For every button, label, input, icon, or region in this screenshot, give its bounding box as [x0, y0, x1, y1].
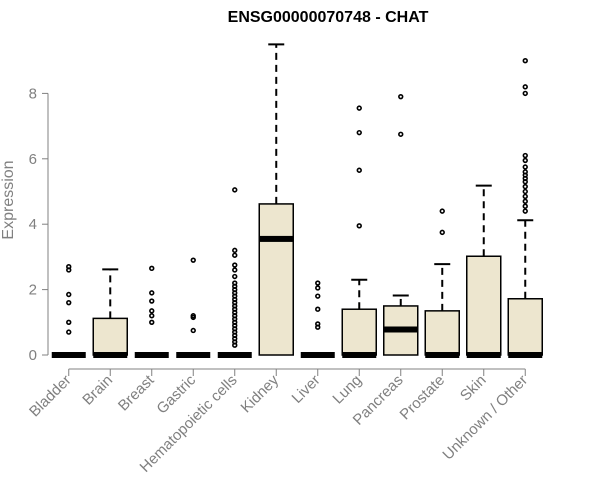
- median-bar: [134, 352, 169, 358]
- outlier-point: [522, 183, 528, 190]
- y-axis-label: Expression: [0, 160, 17, 239]
- box-group: [424, 208, 460, 358]
- box-group: [383, 93, 419, 356]
- outlier-point: [315, 306, 321, 312]
- outlier-point: [232, 267, 238, 273]
- outlier-point: [190, 257, 196, 263]
- y-axis: 0 2 4 6 8: [29, 85, 49, 364]
- x-tick-label: Lung: [329, 372, 365, 408]
- box-group: [507, 57, 543, 358]
- outlier-point: [232, 342, 238, 348]
- y-tick-label: 0: [29, 347, 37, 364]
- y-tick-label: 6: [29, 151, 37, 168]
- median-bar: [425, 352, 460, 358]
- outlier-point: [66, 329, 72, 335]
- box-group: [258, 43, 294, 356]
- box-group: [300, 280, 335, 358]
- outlier-point: [522, 57, 528, 64]
- outlier-point: [522, 164, 528, 170]
- outlier-point: [315, 280, 321, 286]
- outlier-point: [315, 293, 321, 299]
- median-bar: [508, 352, 543, 358]
- y-tick-label: 8: [29, 85, 37, 102]
- outlier-point: [522, 193, 528, 200]
- outlier-point: [149, 319, 155, 325]
- box-group: [92, 268, 128, 358]
- box-body: [466, 255, 502, 356]
- outlier-point: [398, 93, 404, 100]
- y-tick-label: 4: [29, 216, 37, 233]
- outlier-point: [190, 327, 196, 334]
- outlier-point: [522, 178, 528, 185]
- outlier-point: [522, 152, 528, 159]
- outlier-point: [315, 285, 321, 291]
- x-tick-label: Kidney: [238, 371, 283, 416]
- outlier-point: [356, 105, 362, 111]
- outlier-point: [356, 223, 362, 229]
- outlier-point: [232, 247, 238, 254]
- outlier-point: [66, 267, 72, 273]
- box-group: [466, 184, 502, 358]
- outlier-point: [149, 308, 155, 314]
- outlier-point: [522, 198, 528, 205]
- y-tick-label: 2: [29, 282, 37, 299]
- x-tick-label: Breast: [115, 371, 158, 414]
- outlier-point: [232, 273, 238, 280]
- chart-title: ENSG00000070748 - CHAT: [228, 9, 429, 26]
- x-tick-label: Brain: [79, 372, 116, 409]
- outlier-point: [356, 129, 362, 136]
- outlier-point: [232, 262, 238, 268]
- median-bar: [300, 352, 335, 358]
- outlier-point: [522, 157, 528, 164]
- outlier-point: [398, 131, 404, 137]
- outlier-point: [522, 90, 528, 97]
- outlier-point: [190, 314, 196, 321]
- outlier-point: [149, 298, 155, 304]
- outlier-point: [315, 324, 321, 330]
- outlier-point: [232, 187, 238, 193]
- x-tick-label: Liver: [289, 372, 324, 407]
- median-bar: [176, 352, 211, 358]
- box-body: [341, 308, 377, 356]
- x-tick-label: Bladder: [26, 372, 75, 421]
- plot-area: [51, 43, 543, 358]
- outlier-point: [522, 188, 528, 195]
- median-bar: [466, 352, 501, 358]
- median-bar: [259, 235, 294, 242]
- box-body: [507, 298, 543, 356]
- outlier-point: [232, 252, 238, 258]
- median-bar: [217, 352, 252, 358]
- outlier-point: [522, 84, 528, 90]
- outlier-point: [522, 203, 528, 209]
- x-tick-label: Skin: [457, 372, 490, 405]
- box-group: [217, 187, 252, 358]
- median-bar: [51, 352, 86, 358]
- box-group: [176, 257, 211, 358]
- median-bar: [383, 326, 418, 333]
- outlier-point: [66, 319, 72, 325]
- outlier-point: [522, 208, 528, 214]
- outlier-point: [149, 290, 155, 296]
- outlier-point: [149, 265, 155, 272]
- outlier-point: [66, 291, 72, 298]
- median-bar: [93, 352, 128, 358]
- outlier-point: [149, 313, 155, 319]
- box-group: [51, 264, 86, 358]
- median-bar: [342, 352, 377, 358]
- box-body: [258, 203, 294, 356]
- x-tick-label: Prostate: [397, 372, 449, 424]
- outlier-point: [66, 299, 72, 306]
- box-group: [134, 265, 169, 358]
- outlier-point: [356, 167, 362, 173]
- outlier-point: [439, 229, 445, 236]
- box-body: [92, 317, 128, 356]
- outlier-point: [439, 208, 445, 214]
- box-group: [341, 105, 377, 358]
- box-body: [424, 310, 460, 356]
